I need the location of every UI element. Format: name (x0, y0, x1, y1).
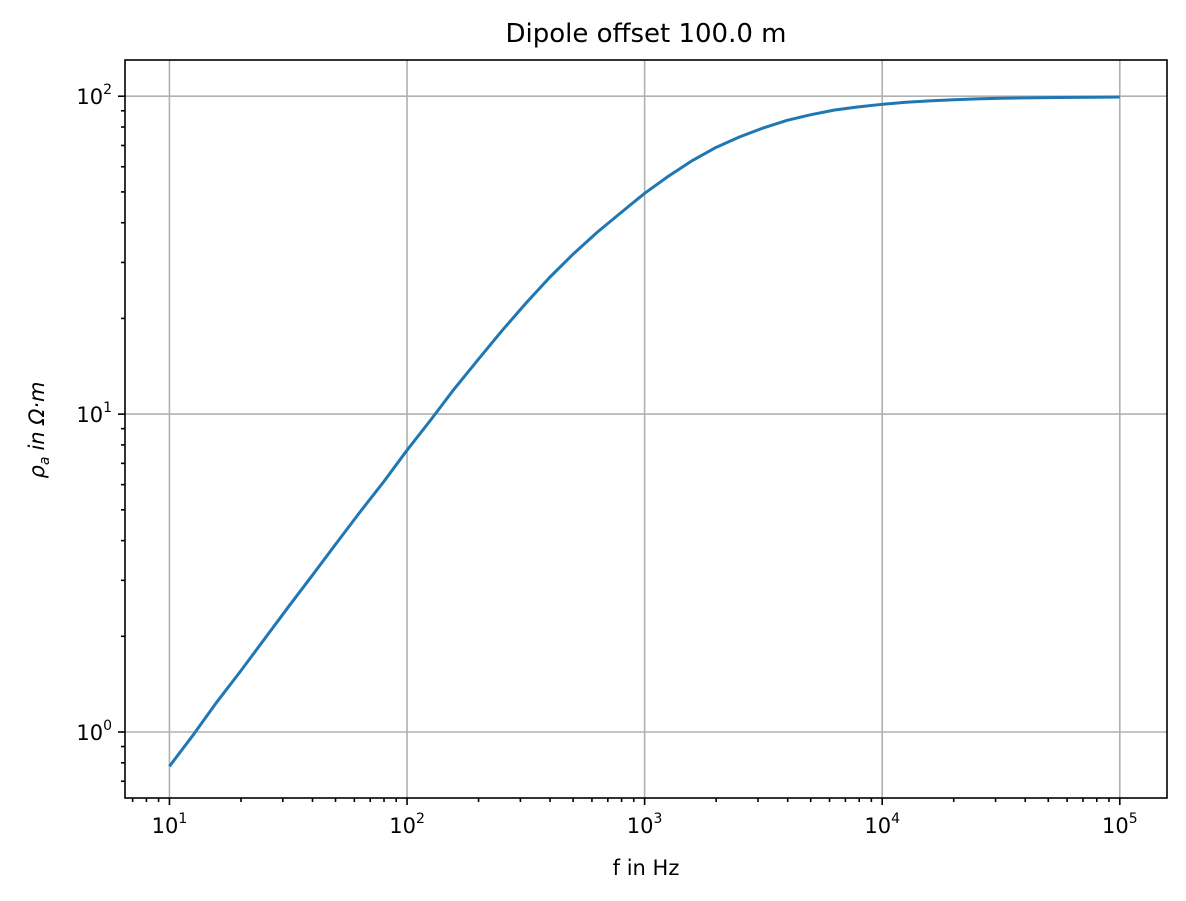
y-axis-label-sub: a (37, 457, 53, 466)
series-line (168, 95, 1120, 768)
major-ticks (118, 95, 1121, 805)
y-tick-label-base: 10 (76, 721, 103, 745)
x-tick-label-base: 10 (864, 814, 891, 838)
x-tick-label: 101 (152, 811, 188, 838)
y-axis-label-rho: ρ (25, 464, 49, 478)
x-tick-label-base: 10 (627, 814, 654, 838)
y-tick-label-exponent: 1 (103, 400, 112, 416)
y-axis-label: ρa in Ω·m (25, 382, 53, 479)
x-tick-label-exponent: 5 (1129, 811, 1138, 827)
x-tick-label-exponent: 1 (178, 811, 187, 827)
x-tick-label-base: 10 (389, 814, 416, 838)
x-tick-labels: 101 102 103 104 105 (152, 811, 1138, 838)
x-tick-label: 102 (389, 811, 425, 838)
x-axis-label: f in Hz (613, 856, 680, 880)
y-tick-label-exponent: 0 (103, 718, 112, 734)
y-tick-label: 102 (76, 82, 112, 109)
y-tick-label-base: 10 (76, 403, 103, 427)
y-tick-label: 101 (76, 400, 112, 427)
x-tick-label-exponent: 2 (416, 811, 425, 827)
grid (125, 60, 1167, 798)
plot-frame (124, 59, 1168, 799)
y-tick-label-base: 10 (76, 85, 103, 109)
x-tick-label: 104 (864, 811, 900, 838)
x-tick-label-base: 10 (1102, 814, 1129, 838)
x-tick-label-exponent: 3 (654, 811, 663, 827)
y-tick-label: 100 (76, 718, 112, 745)
y-tick-label-exponent: 2 (103, 82, 112, 98)
chart-title: Dipole offset 100.0 m (506, 19, 787, 49)
x-tick-label-exponent: 4 (891, 811, 900, 827)
y-axis-label-rest: in Ω·m (25, 382, 49, 451)
x-tick-label: 103 (627, 811, 663, 838)
x-tick-label-base: 10 (152, 814, 179, 838)
x-tick-label: 105 (1102, 811, 1138, 838)
